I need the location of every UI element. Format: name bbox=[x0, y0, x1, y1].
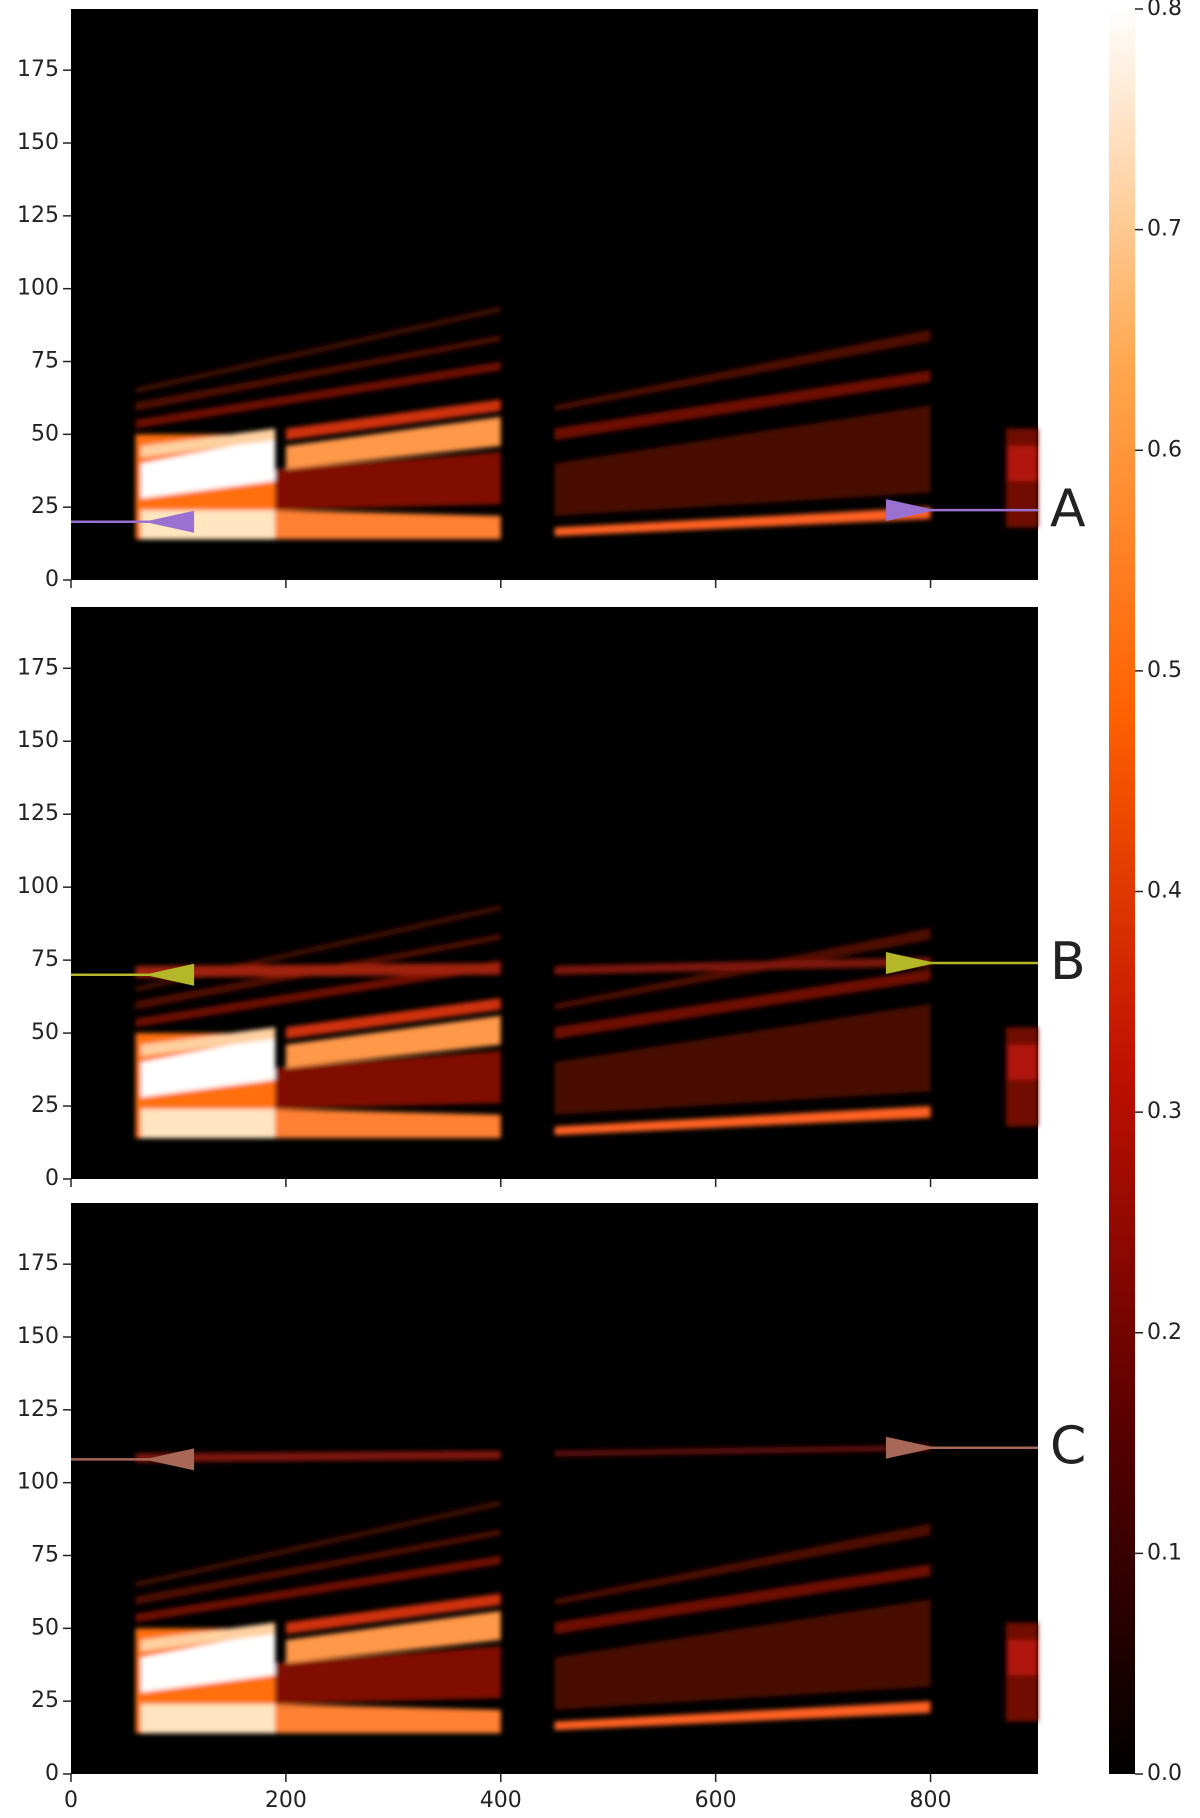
y-tick-label: 100 bbox=[17, 276, 59, 301]
intensity-band bbox=[554, 1444, 931, 1457]
intensity-band bbox=[135, 306, 501, 394]
x-tick-label: 400 bbox=[480, 1788, 522, 1813]
y-tick-label: 100 bbox=[17, 1470, 59, 1495]
intensity-band bbox=[1007, 1639, 1038, 1675]
intensity-band bbox=[140, 1704, 276, 1734]
intensity-band bbox=[554, 1599, 931, 1710]
arrow-head bbox=[885, 499, 936, 522]
colorbar-tick-label: 0.4 bbox=[1147, 879, 1182, 904]
y-tick-label: 150 bbox=[17, 130, 59, 155]
colorbar-tick-label: 0.8 bbox=[1147, 0, 1182, 21]
intensity-band bbox=[275, 451, 501, 511]
y-tick-label: 75 bbox=[31, 349, 59, 374]
intensity-band bbox=[275, 510, 501, 540]
intensity-band bbox=[285, 1593, 501, 1635]
intensity-band bbox=[135, 1529, 501, 1606]
intensity-band bbox=[554, 329, 931, 412]
intensity-band bbox=[554, 1003, 931, 1115]
x-tick-label: 600 bbox=[695, 1788, 737, 1813]
y-tick-label: 125 bbox=[17, 801, 59, 826]
intensity-band bbox=[135, 1500, 501, 1588]
heatmap-image bbox=[135, 306, 1038, 540]
colorbar-tick-label: 0.6 bbox=[1147, 437, 1182, 462]
y-tick-label: 75 bbox=[31, 1543, 59, 1568]
y-tick-label: 50 bbox=[31, 1615, 59, 1640]
intensity-band bbox=[140, 1108, 276, 1139]
colorbar-tick-label: 0.3 bbox=[1147, 1099, 1182, 1124]
intensity-band bbox=[135, 960, 501, 1028]
intensity-band bbox=[135, 963, 501, 978]
intensity-band bbox=[140, 1036, 276, 1098]
intensity-band bbox=[135, 1450, 501, 1463]
intensity-band bbox=[285, 416, 501, 470]
y-tick-label: 150 bbox=[17, 1324, 59, 1349]
y-tick-label: 175 bbox=[17, 655, 59, 680]
heatmap-image bbox=[135, 904, 1038, 1139]
colorbar-tick-label: 0.7 bbox=[1147, 217, 1182, 242]
intensity-band bbox=[554, 405, 931, 516]
y-tick-label: 25 bbox=[31, 1093, 59, 1118]
annotation-label: A bbox=[1050, 479, 1086, 539]
intensity-band bbox=[285, 1610, 501, 1664]
y-tick-label: 25 bbox=[31, 1688, 59, 1713]
intensity-band bbox=[140, 1631, 276, 1693]
intensity-band bbox=[135, 361, 501, 429]
y-tick-label: 0 bbox=[45, 1761, 59, 1786]
y-tick-label: 175 bbox=[17, 1251, 59, 1276]
y-tick-label: 0 bbox=[45, 1166, 59, 1191]
intensity-band bbox=[1007, 445, 1038, 481]
intensity-band bbox=[140, 437, 276, 499]
intensity-band bbox=[275, 1050, 501, 1109]
y-tick-label: 150 bbox=[17, 728, 59, 753]
intensity-band bbox=[140, 1027, 276, 1057]
intensity-band bbox=[275, 1108, 501, 1139]
intensity-band bbox=[135, 1555, 501, 1623]
y-tick-label: 0 bbox=[45, 567, 59, 592]
intensity-band bbox=[285, 1015, 501, 1069]
annotation-label: B bbox=[1050, 932, 1086, 992]
colorbar-tick-label: 0.2 bbox=[1147, 1320, 1182, 1345]
y-tick-label: 50 bbox=[31, 1020, 59, 1045]
intensity-band bbox=[554, 1523, 931, 1606]
heatmap-image bbox=[135, 1444, 1038, 1734]
x-tick-label: 0 bbox=[64, 1788, 78, 1813]
colorbar bbox=[1109, 9, 1135, 1774]
intensity-band bbox=[285, 998, 501, 1039]
x-tick-label: 800 bbox=[910, 1788, 952, 1813]
intensity-band bbox=[554, 1701, 931, 1731]
arrow-head bbox=[144, 1448, 195, 1471]
y-tick-label: 125 bbox=[17, 203, 59, 228]
annotation-label: C bbox=[1050, 1417, 1086, 1477]
intensity-band bbox=[554, 1106, 931, 1136]
intensity-band bbox=[285, 399, 501, 441]
intensity-band bbox=[554, 507, 931, 537]
y-tick-label: 125 bbox=[17, 1397, 59, 1422]
colorbar-tick-label: 0.0 bbox=[1147, 1761, 1182, 1786]
arrow-head bbox=[144, 963, 195, 986]
intensity-band bbox=[554, 968, 931, 1039]
intensity-band bbox=[140, 428, 276, 458]
arrow-head bbox=[144, 510, 195, 533]
arrow-head bbox=[885, 952, 936, 975]
y-tick-label: 25 bbox=[31, 494, 59, 519]
arrow-head bbox=[885, 1436, 936, 1459]
y-tick-label: 50 bbox=[31, 421, 59, 446]
x-tick-label: 200 bbox=[265, 1788, 307, 1813]
intensity-band bbox=[275, 1704, 501, 1734]
intensity-band bbox=[135, 335, 501, 412]
intensity-band bbox=[140, 1622, 276, 1652]
colorbar-tick-label: 0.5 bbox=[1147, 658, 1182, 683]
y-tick-label: 100 bbox=[17, 874, 59, 899]
colorbar-tick-label: 0.1 bbox=[1147, 1540, 1182, 1565]
intensity-band bbox=[554, 957, 931, 975]
intensity-band bbox=[275, 1645, 501, 1705]
intensity-band bbox=[554, 1564, 931, 1635]
intensity-band bbox=[1007, 1044, 1038, 1080]
y-tick-label: 175 bbox=[17, 57, 59, 82]
intensity-band bbox=[554, 370, 931, 441]
y-tick-label: 75 bbox=[31, 947, 59, 972]
